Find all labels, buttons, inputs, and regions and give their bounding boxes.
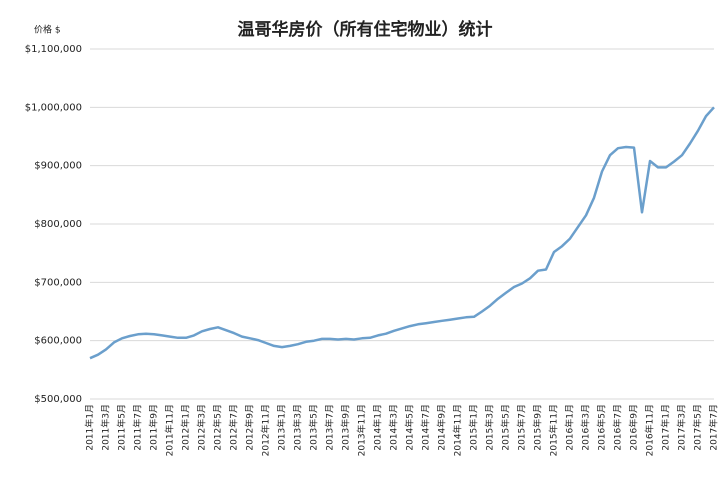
x-tick-label: 2012年11月 [260,404,272,456]
x-tick-label: 2011年7月 [132,404,144,451]
y-axis-label: 价格 $ [34,24,61,36]
x-tick-label: 2013年9月 [340,404,352,451]
x-tick-label: 2016年7月 [612,404,624,451]
x-tick-label: 2016年3月 [580,404,592,451]
x-tick-label: 2016年1月 [564,404,576,451]
x-tick-label: 2015年9月 [532,404,544,451]
x-tick-label: 2017年5月 [692,404,704,451]
x-tick-label: 2012年9月 [244,404,256,451]
y-tick-label: $1,000,000 [25,102,82,113]
x-tick-label: 2015年5月 [500,404,512,451]
chart-title: 温哥华房价（所有住宅物业）统计 [238,19,493,40]
x-tick-label: 2011年1月 [84,404,96,451]
x-tick-label: 2016年5月 [596,404,608,451]
x-tick-label: 2012年7月 [228,404,240,451]
y-tick-label: $900,000 [34,161,82,172]
y-tick-label: $600,000 [34,336,82,347]
x-tick-label: 2015年3月 [484,404,496,451]
x-tick-label: 2012年3月 [196,404,208,451]
y-tick-label: $800,000 [34,219,82,230]
x-tick-label: 2017年3月 [676,404,688,451]
x-tick-label: 2017年1月 [660,404,672,451]
x-tick-label: 2011年5月 [116,404,128,451]
y-tick-label: $500,000 [34,394,82,405]
x-tick-label: 2016年9月 [628,404,640,451]
x-tick-label: 2014年11月 [452,404,464,456]
x-tick-label: 2013年11月 [356,404,368,456]
x-tick-label: 2014年1月 [372,404,384,451]
x-tick-label: 2013年7月 [324,404,336,451]
x-tick-label: 2013年1月 [276,404,288,451]
x-tick-label: 2013年3月 [292,404,304,451]
x-tick-label: 2016年11月 [644,404,656,456]
x-tick-label: 2011年11月 [164,404,176,456]
x-tick-label: 2015年1月 [468,404,480,451]
x-tick-label: 2014年9月 [436,404,448,451]
x-tick-label: 2014年5月 [404,404,416,451]
x-tick-label: 2011年3月 [100,404,112,451]
x-tick-label: 2011年9月 [148,404,160,451]
x-tick-label: 2017年7月 [708,404,720,451]
y-tick-label: $1,100,000 [25,44,82,55]
x-tick-label: 2012年5月 [212,404,224,451]
price-line [89,106,715,360]
x-tick-label: 2015年11月 [548,404,560,456]
x-tick-label: 2015年7月 [516,404,528,451]
y-tick-label: $700,000 [34,277,82,288]
x-tick-label: 2014年3月 [388,404,400,451]
x-tick-label: 2013年5月 [308,404,320,451]
x-tick-label: 2012年1月 [180,404,192,451]
x-tick-label: 2014年7月 [420,404,432,451]
